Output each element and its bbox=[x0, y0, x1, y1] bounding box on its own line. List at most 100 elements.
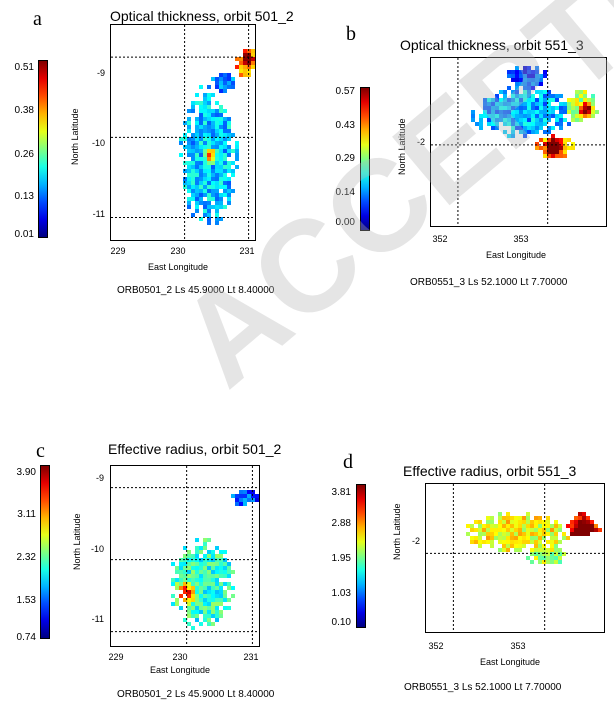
heatmap-cell bbox=[546, 532, 550, 536]
heatmap-cell bbox=[534, 532, 538, 536]
heatmap-cell bbox=[243, 57, 247, 61]
y-tick: -2 bbox=[411, 536, 420, 546]
heatmap-cell bbox=[207, 205, 211, 209]
heatmap-cell bbox=[215, 185, 219, 189]
colorbar bbox=[38, 60, 48, 238]
heatmap-cell bbox=[539, 122, 543, 126]
heatmap-cell bbox=[546, 560, 550, 564]
heatmap-cell bbox=[219, 113, 223, 117]
heatmap-cell bbox=[554, 532, 558, 536]
heatmap-cell bbox=[559, 138, 563, 142]
heatmap-cell bbox=[223, 89, 227, 93]
heatmap-cell bbox=[491, 126, 495, 130]
heatmap-cell bbox=[518, 536, 522, 540]
heatmap-cell bbox=[539, 102, 543, 106]
heatmap-cell bbox=[559, 106, 563, 110]
heatmap-cell bbox=[195, 193, 199, 197]
heatmap-cell bbox=[491, 98, 495, 102]
heatmap-cell bbox=[183, 554, 187, 558]
heatmap-cell bbox=[547, 90, 551, 94]
heatmap-cell bbox=[195, 145, 199, 149]
heatmap-cell bbox=[583, 110, 587, 114]
colorbar-tick: 0.29 bbox=[335, 153, 355, 164]
heatmap-cell bbox=[199, 189, 203, 193]
heatmap-cell bbox=[567, 98, 571, 102]
heatmap-cell bbox=[215, 554, 219, 558]
heatmap-cell bbox=[219, 129, 223, 133]
heatmap-cell bbox=[498, 520, 502, 524]
heatmap-cell bbox=[227, 562, 231, 566]
heatmap-cell bbox=[563, 146, 567, 150]
heatmap-cell bbox=[515, 98, 519, 102]
heatmap-cell bbox=[187, 594, 191, 598]
heatmap-cell bbox=[551, 114, 555, 118]
heatmap-cell bbox=[199, 586, 203, 590]
heatmap-cell bbox=[526, 556, 530, 560]
heatmap-cell bbox=[539, 118, 543, 122]
heatmap-cell bbox=[559, 114, 563, 118]
heatmap-cell bbox=[479, 126, 483, 130]
plot-area bbox=[425, 483, 605, 633]
heatmap-cell bbox=[470, 524, 474, 528]
heatmap-cell bbox=[215, 217, 219, 221]
heatmap-cell bbox=[567, 122, 571, 126]
heatmap-cell bbox=[566, 536, 570, 540]
heatmap-cell bbox=[539, 78, 543, 82]
heatmap-cell bbox=[219, 594, 223, 598]
colorbar-tick: 1.95 bbox=[331, 553, 351, 564]
heatmap-cell bbox=[494, 528, 498, 532]
heatmap-cell bbox=[555, 138, 559, 142]
heatmap-cell bbox=[527, 86, 531, 90]
heatmap-cell bbox=[195, 550, 199, 554]
heatmap-cell bbox=[574, 524, 578, 528]
heatmap-cell bbox=[543, 130, 547, 134]
heatmap-cell bbox=[219, 161, 223, 165]
heatmap-cell bbox=[219, 554, 223, 558]
heatmap-cell bbox=[539, 94, 543, 98]
heatmap-cell bbox=[223, 137, 227, 141]
heatmap-cell bbox=[487, 98, 491, 102]
heatmap-cell bbox=[199, 141, 203, 145]
heatmap-cell bbox=[211, 145, 215, 149]
heatmap-cell bbox=[547, 110, 551, 114]
heatmap-cell bbox=[535, 70, 539, 74]
heatmap-cell bbox=[223, 133, 227, 137]
heatmap-cell bbox=[199, 602, 203, 606]
heatmap-cell bbox=[582, 532, 586, 536]
heatmap-cell bbox=[243, 69, 247, 73]
heatmap-cell bbox=[239, 57, 243, 61]
heatmap-cell bbox=[514, 536, 518, 540]
heatmap-cell bbox=[558, 548, 562, 552]
heatmap-cell bbox=[191, 189, 195, 193]
x-axis-label: East Longitude bbox=[486, 250, 547, 260]
heatmap-cell bbox=[511, 118, 515, 122]
heatmap-cell bbox=[207, 101, 211, 105]
heatmap-cell bbox=[207, 133, 211, 137]
heatmap-cell bbox=[223, 81, 227, 85]
heatmap-cell bbox=[219, 121, 223, 125]
heatmap-cell bbox=[515, 74, 519, 78]
heatmap-cell bbox=[207, 550, 211, 554]
heatmap-cell bbox=[207, 165, 211, 169]
heatmap-cell bbox=[586, 516, 590, 520]
heatmap-cell bbox=[203, 542, 207, 546]
heatmap-cell bbox=[575, 90, 579, 94]
heatmap-cell bbox=[207, 598, 211, 602]
heatmap-cell bbox=[187, 550, 191, 554]
heatmap-cell bbox=[215, 590, 219, 594]
heatmap-cell bbox=[203, 205, 207, 209]
heatmap-cell bbox=[191, 181, 195, 185]
heatmap-cell bbox=[223, 153, 227, 157]
heatmap-cell bbox=[511, 122, 515, 126]
heatmap-cell bbox=[538, 528, 542, 532]
heatmap-cell bbox=[195, 209, 199, 213]
heatmap-cell bbox=[211, 121, 215, 125]
heatmap-cell bbox=[191, 594, 195, 598]
heatmap-cell bbox=[215, 157, 219, 161]
heatmap-cell bbox=[575, 94, 579, 98]
heatmap-cell bbox=[586, 520, 590, 524]
heatmap-cell bbox=[522, 540, 526, 544]
heatmap-svg bbox=[431, 58, 606, 226]
heatmap-cell bbox=[207, 185, 211, 189]
x-tick: 229 bbox=[110, 246, 126, 256]
